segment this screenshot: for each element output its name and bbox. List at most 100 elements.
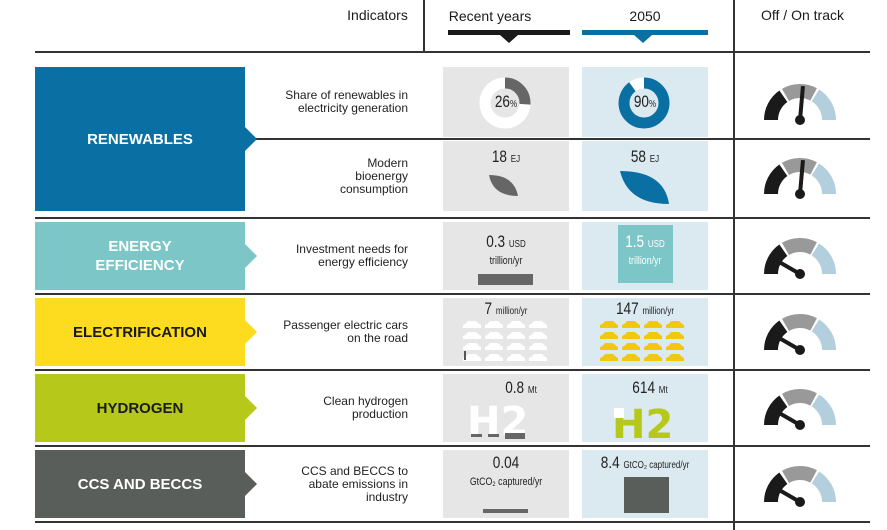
future-bioenergy: 58 EJ — [582, 141, 708, 211]
car-icon — [485, 332, 503, 339]
category-label: ELECTRIFICATION — [73, 323, 207, 341]
indicator-electric-cars: Passenger electric cars on the road — [283, 318, 408, 345]
car-icon — [529, 332, 547, 339]
value: 58 — [630, 147, 646, 166]
gauge-segment — [811, 243, 836, 274]
value: 26 — [494, 92, 510, 111]
future-efficiency: 1.5 USD trillion/yr — [582, 222, 708, 290]
future-renewable-share: 90% — [582, 67, 708, 137]
car-icon — [600, 321, 618, 328]
header-indicators: Indicators — [347, 7, 408, 23]
unit: % — [649, 99, 657, 110]
unit: USD — [647, 239, 665, 250]
gauge-icon — [764, 466, 836, 507]
leaf-icon — [620, 171, 669, 204]
value: 614 — [632, 378, 656, 397]
gauge-needle — [769, 331, 801, 352]
indicator-ccs: CCS and BECCS to abate emissions in indu… — [301, 463, 408, 504]
divider — [733, 0, 735, 530]
value: 7 — [484, 299, 493, 318]
car-icon — [529, 321, 547, 328]
gauge-hub — [795, 497, 805, 507]
car-icon — [622, 332, 640, 339]
unit: GtCO₂ captured/yr — [623, 460, 690, 471]
car-icons — [600, 321, 684, 361]
bar — [464, 351, 466, 360]
gauge-segment — [782, 389, 817, 406]
recent-renewable-share: 26% — [443, 67, 569, 137]
gauge-segment — [782, 238, 817, 255]
gauge-needle — [769, 255, 801, 276]
value: 0.8 — [505, 378, 525, 397]
header-track: Off / On track — [761, 7, 844, 23]
car-icon — [463, 321, 481, 328]
car-icon — [463, 343, 481, 350]
h2-icon: H2 — [467, 402, 528, 440]
gauge-hub — [795, 269, 805, 279]
car-icon — [644, 321, 662, 328]
gauge-hub — [795, 420, 805, 430]
divider — [35, 521, 870, 523]
unit: EJ — [510, 154, 521, 165]
category-hydrogen: HYDROGEN — [35, 374, 257, 442]
category-energy-efficiency: ENERGY EFFICIENCY — [35, 222, 257, 290]
category-label: CCS AND BECCS — [77, 475, 203, 493]
future-hydrogen: H2 614 Mt — [582, 374, 708, 442]
car-icon — [529, 343, 547, 350]
indicator-renewable-share: Share of renewables in electricity gener… — [285, 88, 408, 115]
h2-icon: H2 — [612, 402, 673, 440]
unit: GtCO₂ captured/yr — [469, 476, 543, 488]
car-icon — [485, 321, 503, 328]
recent-efficiency: 0.3 USD trillion/yr — [443, 222, 569, 290]
indicator-bioenergy: Modern bioenergy consumption — [339, 155, 408, 196]
car-icon — [666, 321, 684, 328]
gauge-segment — [811, 394, 836, 425]
car-icon — [622, 354, 640, 361]
unit-sub: trillion/yr — [489, 255, 523, 267]
unit: Mt — [527, 385, 537, 396]
gauge-segment — [811, 319, 836, 350]
recent-bioenergy: 18 EJ — [443, 141, 569, 211]
leaf-icon — [489, 175, 518, 196]
gauge-segment — [764, 164, 788, 194]
indicator-efficiency-investment: Investment needs for energy efficiency — [295, 242, 408, 269]
unit: Mt — [658, 385, 668, 396]
car-icon — [644, 332, 662, 339]
divider — [35, 445, 870, 447]
value: 147 — [615, 299, 639, 318]
category-renewables: RENEWABLES — [35, 67, 257, 211]
car-icon — [644, 354, 662, 361]
gauge-segment — [782, 466, 817, 483]
value: 90 — [633, 92, 649, 111]
car-icon — [463, 332, 481, 339]
future-ccs: 8.4 GtCO₂ captured/yr — [582, 450, 708, 518]
gauge-hub — [795, 189, 805, 199]
gauge-icon — [764, 84, 836, 125]
unit-sub: trillion/yr — [628, 255, 662, 267]
bar — [483, 509, 528, 513]
recent-marker — [448, 30, 570, 43]
car-icon — [529, 354, 547, 361]
value: 1.5 — [625, 232, 645, 251]
svg-text:H2: H2 — [612, 402, 673, 440]
value: 8.4 — [600, 453, 620, 472]
donut-chart — [479, 77, 531, 129]
indicator-hydrogen: Clean hydrogen production — [323, 394, 408, 421]
category-electrification: ELECTRIFICATION — [35, 298, 257, 366]
category-label: HYDROGEN — [96, 399, 184, 417]
value: 18 — [491, 147, 507, 166]
car-icon — [507, 332, 525, 339]
car-icon — [463, 354, 481, 361]
car-icon — [485, 354, 503, 361]
gauge-icon — [764, 389, 836, 430]
car-icon — [666, 354, 684, 361]
bar — [618, 225, 673, 283]
donut-chart — [618, 77, 670, 129]
gauge-segment — [782, 84, 817, 101]
gauge-segment — [811, 163, 836, 194]
future-electric-cars: 147 million/yr — [582, 298, 708, 366]
car-icon — [644, 343, 662, 350]
value: 0.3 — [486, 232, 506, 251]
value: 0.04 — [492, 453, 520, 472]
car-icon — [485, 343, 503, 350]
